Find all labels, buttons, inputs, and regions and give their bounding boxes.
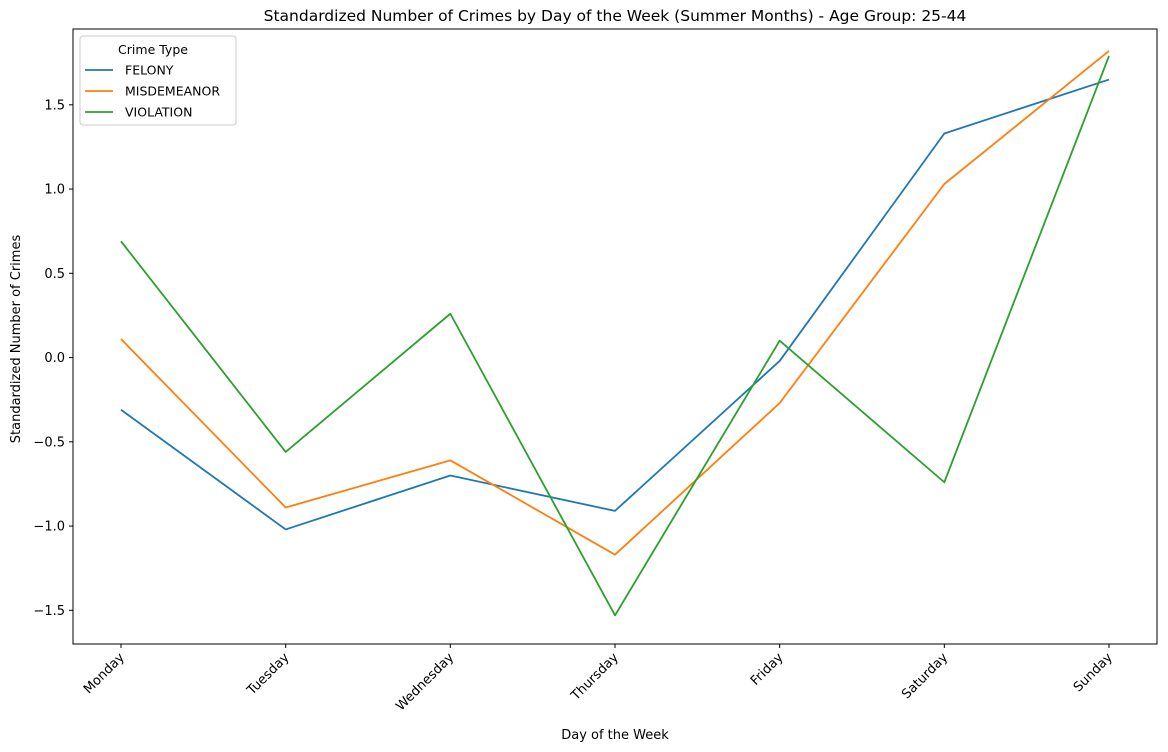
y-axis-label: Standardized Number of Crimes — [9, 235, 24, 444]
x-tick-label: Friday — [748, 650, 787, 689]
series-line-felony — [120, 78, 1110, 531]
x-tick-label: Sunday — [1071, 650, 1116, 695]
x-tick-label: Thursday — [568, 650, 622, 704]
y-tick-label: −0.5 — [33, 435, 65, 450]
y-tick-label: −1.5 — [33, 604, 65, 619]
legend-box — [79, 35, 237, 126]
series-line-violation — [120, 55, 1110, 617]
y-tick-label: −1.0 — [33, 520, 65, 535]
y-tick-label: 0.0 — [44, 351, 65, 366]
y-tick-label: 1.5 — [44, 98, 65, 113]
legend: Crime Type FELONY MISDEMEANOR VIOLATION — [79, 35, 237, 126]
legend-entry-label: MISDEMEANOR — [125, 84, 220, 99]
x-tick-label: Tuesday — [244, 650, 293, 699]
chart-title: Standardized Number of Crimes by Day of … — [264, 7, 967, 25]
plot-area: −1.5 −1.0 −0.5 0.0 0.5 1.0 1.5 Monday Tuesday Wed… — [33, 28, 1158, 714]
legend-title: Crime Type — [118, 42, 188, 57]
legend-entry-label: VIOLATION — [125, 105, 192, 120]
series-line-misdemeanor — [120, 50, 1110, 556]
x-tick-label: Wednesday — [393, 650, 457, 714]
y-tick-label: 1.0 — [44, 183, 65, 198]
x-tick-label: Saturday — [899, 650, 951, 702]
legend-entry-label: FELONY — [125, 63, 174, 78]
x-tick-label: Monday — [81, 650, 128, 697]
x-axis-label: Day of the Week — [561, 728, 669, 743]
y-tick-label: 0.5 — [44, 267, 65, 282]
